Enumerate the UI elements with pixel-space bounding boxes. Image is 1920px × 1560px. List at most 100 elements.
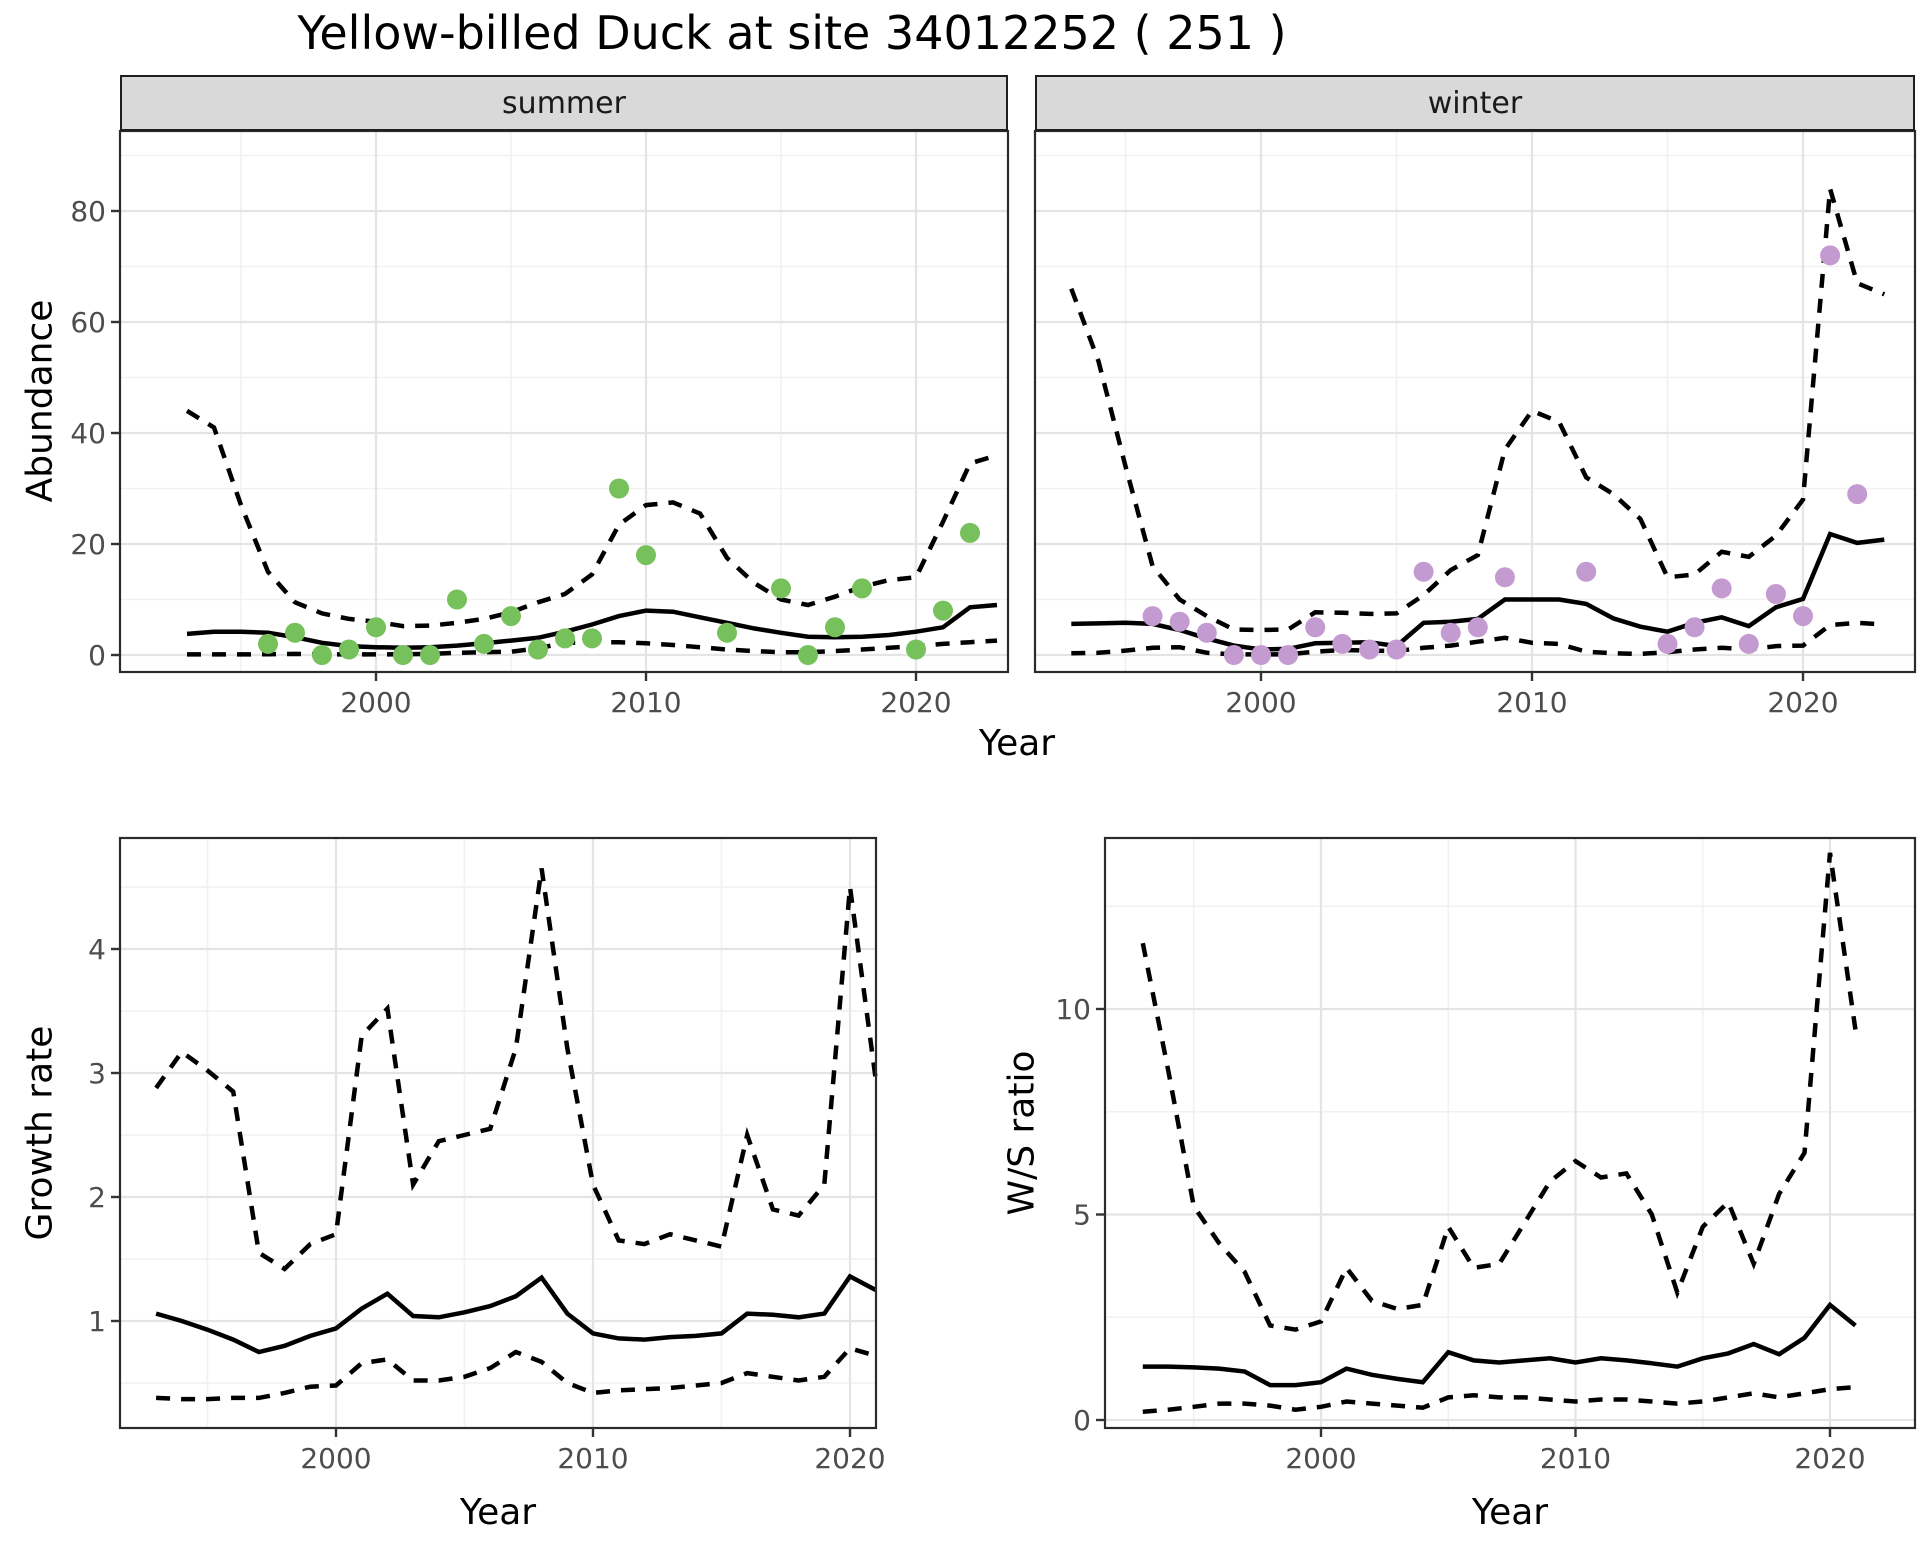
x-tick-label: 2000 xyxy=(340,686,411,719)
observation-point xyxy=(906,639,926,660)
x-tick-label: 2010 xyxy=(557,1442,628,1475)
observation-point xyxy=(1820,245,1841,266)
observation-point xyxy=(420,645,440,665)
y-tick-label: 0 xyxy=(88,639,106,672)
y-tick-label: 0 xyxy=(1073,1404,1091,1437)
observation-point xyxy=(1332,633,1353,654)
observation-point xyxy=(1359,639,1380,660)
median-line xyxy=(186,602,998,651)
observation-point xyxy=(636,545,656,566)
observation-point xyxy=(1196,622,1217,643)
observation-point xyxy=(1494,567,1515,588)
panel-abundance-summer: 2000 2010 2020 0 20 40 60 80 xyxy=(70,129,1010,719)
observation-point xyxy=(555,628,575,649)
y-tick-label: 60 xyxy=(70,306,106,339)
x-tick-label: 2010 xyxy=(610,686,681,719)
observation-point xyxy=(1765,584,1786,604)
median-line xyxy=(155,1273,877,1355)
panel-background xyxy=(120,838,876,1428)
observation-point xyxy=(1413,561,1434,582)
observation-point xyxy=(1847,484,1868,505)
x-tick-label: 2000 xyxy=(1225,686,1296,719)
figure-title: Yellow-billed Duck at site 34012252 ( 25… xyxy=(297,6,1287,60)
observation-point xyxy=(1305,617,1326,638)
facet-label-winter: winter xyxy=(1427,85,1523,121)
observation-point xyxy=(1386,639,1407,660)
facet-label-summer: summer xyxy=(502,85,626,121)
observation-point xyxy=(1576,561,1597,582)
observation-point xyxy=(717,622,737,643)
x-tick-label: 2010 xyxy=(1496,686,1567,719)
observation-point xyxy=(1169,611,1190,632)
y-tick-label: 80 xyxy=(70,195,106,228)
observation-point xyxy=(825,617,845,638)
observation-point xyxy=(528,639,548,660)
y-tick-label: 3 xyxy=(88,1057,106,1090)
observation-point xyxy=(258,633,278,654)
observation-point xyxy=(312,645,332,665)
upper-ci-line xyxy=(154,868,878,1272)
observation-point xyxy=(366,617,386,638)
lower-ci-line xyxy=(1142,1384,1856,1415)
x-tick-label: 2020 xyxy=(880,686,951,719)
y-tick-label: 4 xyxy=(88,933,106,966)
facet-strip-summer: summer xyxy=(120,75,1008,131)
observation-point xyxy=(798,645,818,665)
observation-point xyxy=(1793,606,1813,627)
x-tick-label: 2000 xyxy=(1285,1442,1356,1475)
x-tick-label: 2020 xyxy=(1767,686,1838,719)
observation-point xyxy=(474,633,494,654)
observation-point xyxy=(582,628,602,649)
observation-point xyxy=(960,522,980,543)
panel-background xyxy=(1035,131,1915,672)
observation-point xyxy=(1278,645,1299,665)
panel-border xyxy=(1033,129,1917,674)
panel-background xyxy=(120,131,1008,672)
observation-point xyxy=(447,589,467,610)
x-axis-label-year-top: Year xyxy=(978,723,1056,764)
x-tick-label: 2020 xyxy=(1794,1442,1865,1475)
observation-point xyxy=(1738,633,1759,654)
x-tick-label: 2010 xyxy=(1540,1442,1611,1475)
observation-point xyxy=(1657,633,1678,654)
panel-border xyxy=(118,129,1010,674)
panel-growth-rate: 2000 2010 2020 1 2 3 4 xyxy=(88,836,886,1475)
facet-strip-winter: winter xyxy=(1035,75,1915,131)
y-tick-label: 1 xyxy=(88,1305,106,1338)
observation-point xyxy=(1467,617,1488,638)
observation-point xyxy=(1684,617,1705,638)
upper-ci-line xyxy=(1069,188,1886,633)
x-axis-label-year-ws: Year xyxy=(1471,1492,1549,1533)
observation-point xyxy=(501,606,521,627)
observation-point xyxy=(771,578,791,599)
y-axis-label-abundance: Abundance xyxy=(19,299,61,503)
lower-ci-line xyxy=(155,1345,877,1402)
y-tick-label: 20 xyxy=(70,528,106,561)
observation-point xyxy=(393,645,413,665)
x-tick-label: 2020 xyxy=(814,1442,885,1475)
y-tick-label: 2 xyxy=(88,1181,106,1214)
y-tick-label: 5 xyxy=(1073,1199,1091,1232)
panel-ws-ratio: 2000 2010 2020 0 5 10 xyxy=(1055,836,1917,1475)
y-tick-label: 10 xyxy=(1055,993,1091,1026)
panel-border xyxy=(118,836,878,1430)
panel-background xyxy=(1105,838,1915,1428)
observation-point xyxy=(339,639,359,660)
observation-point xyxy=(1711,578,1732,599)
panel-border xyxy=(1103,836,1917,1430)
observation-point xyxy=(1142,606,1163,627)
observation-point xyxy=(609,478,629,499)
observation-point xyxy=(933,600,953,621)
observation-point xyxy=(285,622,305,643)
median-line xyxy=(1142,1301,1857,1388)
x-tick-label: 2000 xyxy=(300,1442,371,1475)
panel-abundance-winter: 2000 2010 2020 xyxy=(1033,129,1917,719)
y-axis-label-growth-rate: Growth rate xyxy=(19,1025,61,1241)
y-tick-label: 40 xyxy=(70,417,106,450)
observation-point xyxy=(1223,645,1244,665)
y-axis-label-ws-ratio: W/S ratio xyxy=(1001,1050,1043,1216)
observation-point xyxy=(852,578,872,599)
observation-point xyxy=(1251,645,1271,665)
